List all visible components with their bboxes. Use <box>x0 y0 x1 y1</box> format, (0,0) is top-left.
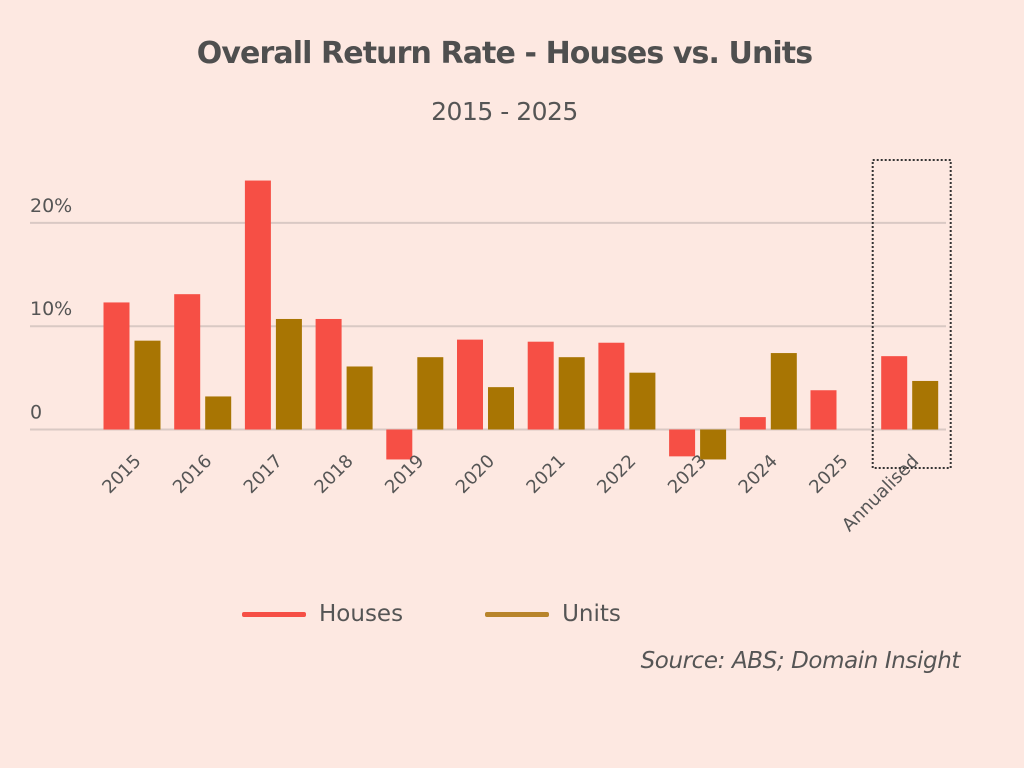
bar-units-2019[interactable] <box>417 357 444 430</box>
legend: Houses Units <box>242 598 621 630</box>
bar-units-2015[interactable] <box>134 340 161 430</box>
x-tick-label: 2017 <box>240 451 287 498</box>
bar-houses-2018[interactable] <box>315 318 342 430</box>
legend-label-units: Units <box>562 601 621 627</box>
source-note: Source: ABS; Domain Insight <box>640 648 961 674</box>
bar-houses-2015[interactable] <box>103 302 130 430</box>
bar-houses-annualised[interactable] <box>881 356 908 430</box>
bar-units-2022[interactable] <box>629 372 656 430</box>
y-tick-label: 10% <box>30 298 72 320</box>
bar-houses-2022[interactable] <box>598 342 625 430</box>
legend-item-units[interactable]: Units <box>485 601 621 627</box>
x-tick-label: 2024 <box>735 451 782 498</box>
bar-houses-2020[interactable] <box>457 339 483 430</box>
x-tick-label: 2018 <box>310 451 357 498</box>
bar-units-2024[interactable] <box>770 353 797 430</box>
bar-houses-2016[interactable] <box>174 294 201 430</box>
bar-houses-2017[interactable] <box>244 180 271 430</box>
y-tick-label: 0 <box>30 402 42 424</box>
bar-units-2016[interactable] <box>205 396 232 430</box>
bar-units-2021[interactable] <box>558 357 585 430</box>
legend-item-houses[interactable]: Houses <box>242 601 403 627</box>
y-axis-ticks: 0 10% 20% <box>30 195 72 424</box>
chart-title: Overall Return Rate - Houses vs. Units <box>196 36 813 71</box>
bar-chart: 010%20% 2015 2016 2017 2018 2019 2020 2021 2022… <box>30 159 952 536</box>
x-tick-label: 2016 <box>169 451 216 498</box>
x-tick-label: 2022 <box>593 451 640 498</box>
bar-units-2020[interactable] <box>488 387 514 430</box>
bar-houses-2021[interactable] <box>527 341 554 430</box>
bars <box>103 180 939 460</box>
annualised-highlight-box <box>871 159 952 469</box>
y-tick-label: 20% <box>30 195 72 217</box>
bar-units-2018[interactable] <box>346 366 373 430</box>
x-tick-label: 2015 <box>98 451 145 498</box>
legend-swatch-units <box>485 611 550 617</box>
legend-swatch-houses <box>242 611 306 617</box>
x-tick-label: 2020 <box>452 451 499 498</box>
bar-units-annualised[interactable] <box>912 380 939 430</box>
bar-units-2023[interactable] <box>700 429 727 460</box>
x-tick-label: 2025 <box>805 451 852 498</box>
bar-houses-2025[interactable] <box>810 390 837 430</box>
bar-units-2017[interactable] <box>275 318 302 430</box>
x-axis-ticks: 2015 2016 2017 2018 2019 2020 2021 2022 2023 2024… <box>98 451 923 536</box>
legend-label-houses: Houses <box>319 601 404 627</box>
x-tick-label: Annualised <box>838 451 923 536</box>
x-tick-label: 2021 <box>522 451 569 498</box>
bar-houses-2024[interactable] <box>739 417 766 430</box>
chart-subtitle: 2015 - 2025 <box>431 97 578 126</box>
bar-houses-2019[interactable] <box>386 429 413 460</box>
bar-houses-2023[interactable] <box>669 429 696 457</box>
